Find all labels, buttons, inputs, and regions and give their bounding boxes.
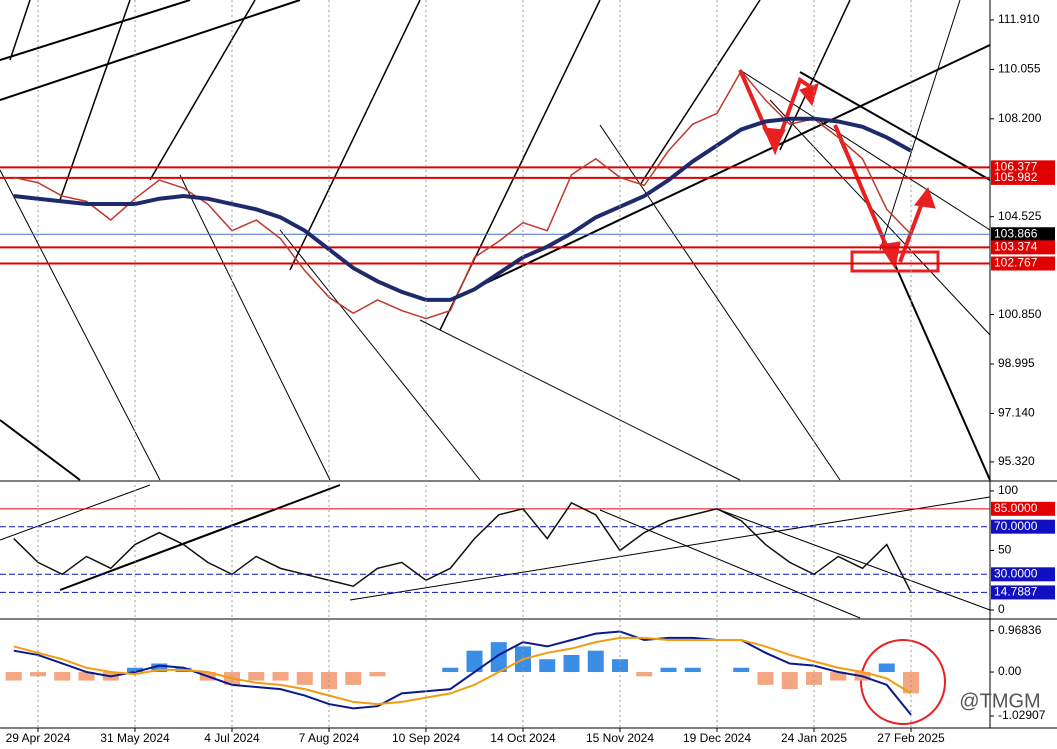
level-label-bg (991, 585, 1055, 600)
y-tick-label: 0.96836 (998, 623, 1042, 637)
level-label-bg (991, 170, 1055, 185)
level-label: 105.982 (994, 170, 1038, 184)
y-tick-label: 100.850 (998, 307, 1042, 321)
level-label: 85.0000 (994, 501, 1038, 515)
level-label: 14.7887 (994, 585, 1038, 599)
level-label-bg (991, 227, 1055, 242)
x-tick-label: 14 Oct 2024 (490, 731, 556, 745)
histogram-bar (830, 672, 847, 681)
histogram-bar (733, 667, 750, 673)
x-tick-label: 19 Dec 2024 (683, 731, 751, 745)
y-tick-label: 98.995 (998, 356, 1035, 370)
histogram-bar (781, 672, 798, 690)
histogram-bar (345, 672, 362, 685)
histogram-bar (684, 667, 701, 673)
level-label-bg (991, 567, 1055, 582)
histogram-bar (442, 667, 459, 673)
trendlines (0, 0, 991, 619)
x-tick-label: 4 Jul 2024 (204, 731, 260, 745)
level-label: 102.767 (994, 256, 1038, 270)
level-label: 103.866 (994, 226, 1038, 240)
level-label-bg (991, 519, 1055, 534)
level-label-bg (991, 256, 1055, 271)
series-line (13, 116, 912, 302)
histogram-bar (248, 672, 265, 681)
histogram-bar (757, 672, 774, 685)
level-label: 30.0000 (994, 566, 1038, 580)
y-tick-label: 50 (998, 543, 1012, 557)
level-label: 103.374 (994, 240, 1038, 254)
level-label-bg (991, 240, 1055, 255)
y-tick-label: 0 (998, 602, 1005, 616)
y-tick-label: 108.200 (998, 111, 1042, 125)
histogram-bar (369, 672, 386, 677)
histogram-bar (539, 659, 556, 673)
histogram-bar (78, 672, 95, 681)
watermark: @TMGM (959, 690, 1040, 712)
x-tick-label: 7 Aug 2024 (299, 731, 360, 745)
histogram-bar (903, 672, 919, 694)
histogram-bar (878, 663, 895, 673)
level-label: 106.377 (994, 160, 1038, 174)
histogram-bar (272, 672, 289, 681)
histogram-bar (296, 672, 313, 685)
level-label-bg (991, 501, 1055, 516)
histogram-bar (636, 672, 653, 677)
histogram-bar (490, 642, 507, 673)
histogram-bar (563, 654, 580, 673)
x-tick-label: 15 Nov 2024 (586, 731, 654, 745)
y-tick-label: 97.140 (998, 406, 1035, 420)
x-tick-label: 29 Apr 2024 (6, 731, 71, 745)
histogram-bar (151, 663, 168, 673)
series-line (13, 630, 912, 716)
histogram-bar (54, 672, 71, 681)
level-label: 70.0000 (994, 519, 1038, 533)
histogram-bar (127, 667, 143, 673)
y-tick-label: 0.00 (998, 664, 1022, 678)
series-line (13, 636, 912, 706)
y-tick-label: 104.525 (998, 209, 1042, 223)
x-tick-label: 24 Jan 2025 (781, 731, 847, 745)
histogram-bar (660, 667, 677, 673)
histogram-bar (5, 672, 22, 681)
histogram-bar (587, 650, 604, 673)
x-tick-label: 10 Sep 2024 (392, 731, 460, 745)
series-line (13, 69, 912, 320)
histogram-bar (30, 672, 46, 677)
y-tick-label: 110.055 (998, 62, 1041, 76)
x-tick-label: 27 Feb 2025 (877, 731, 945, 745)
x-tick-label: 31 May 2024 (100, 731, 170, 745)
y-tick-label: 100 (998, 483, 1018, 497)
level-label-bg (991, 160, 1055, 175)
y-tick-label: -1.02907 (998, 708, 1046, 722)
histogram-bar (466, 650, 483, 673)
y-tick-label: 111.910 (998, 12, 1040, 26)
y-tick-label: 95.320 (998, 454, 1035, 468)
annotation-arrows (738, 69, 946, 725)
series-line (13, 501, 912, 593)
histogram-bar (806, 672, 822, 685)
